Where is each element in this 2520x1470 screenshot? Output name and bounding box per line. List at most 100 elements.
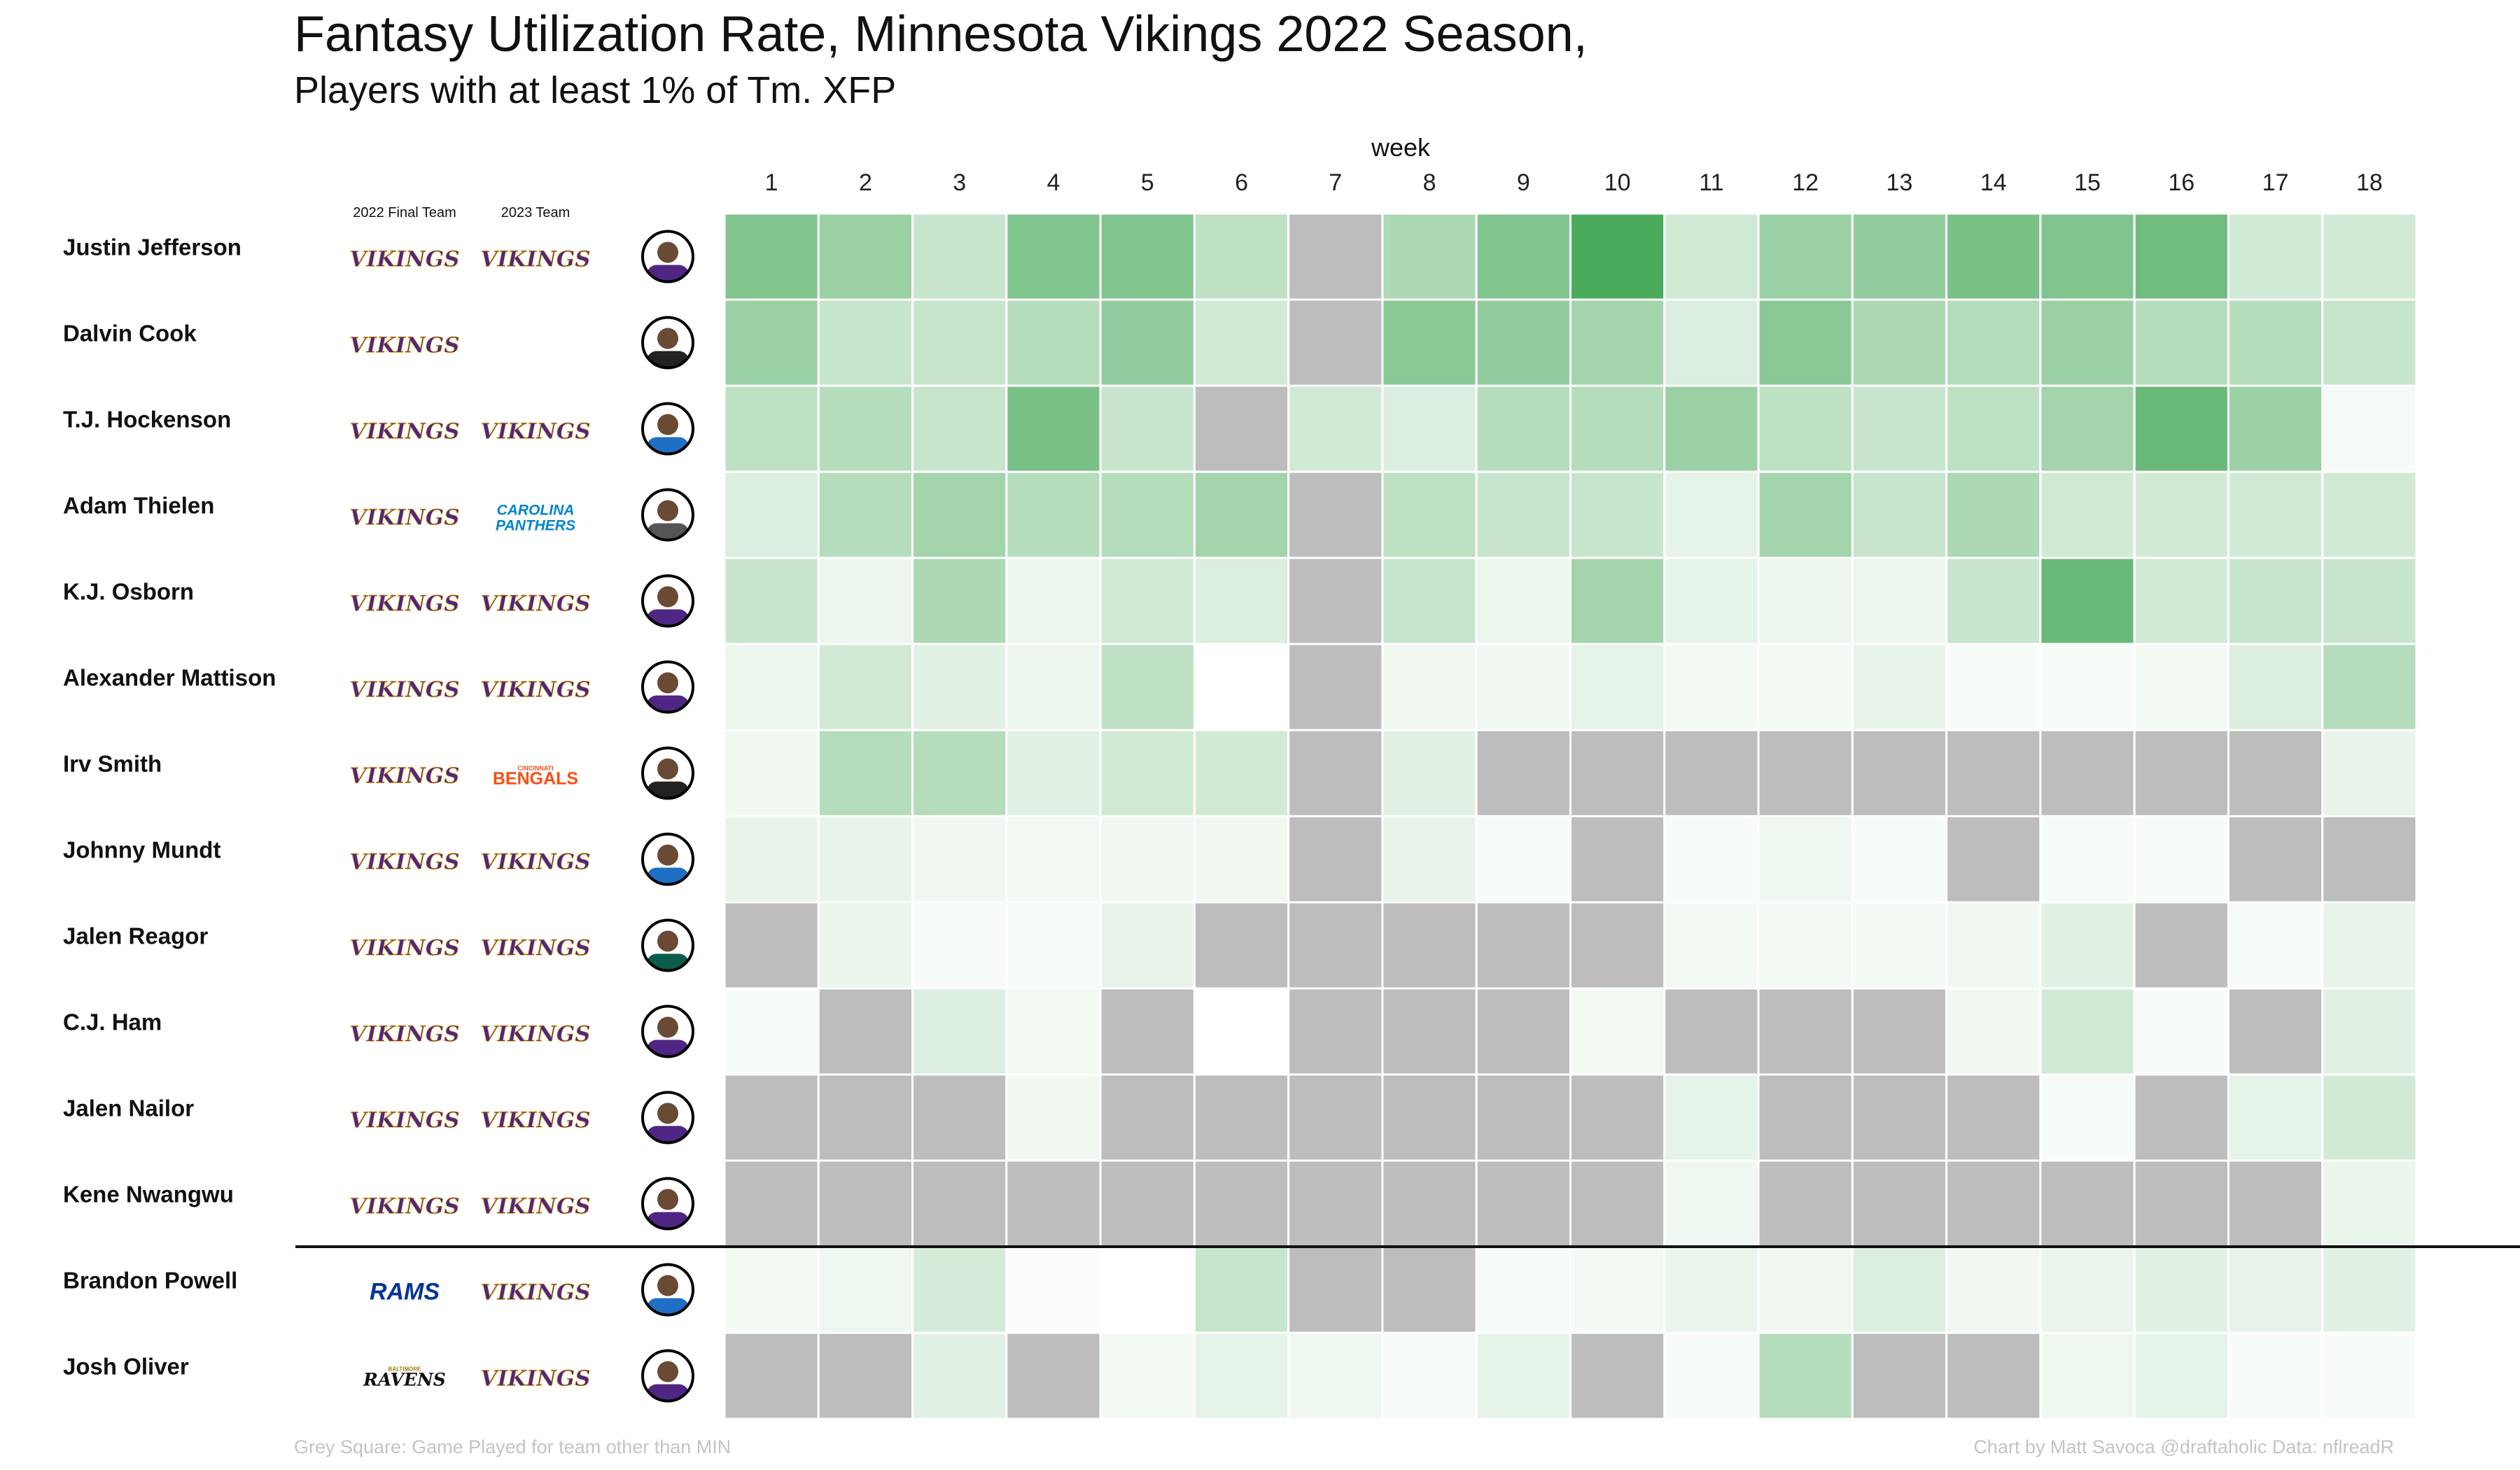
heatmap-cell: [1287, 1245, 1384, 1334]
heatmap-cell: [1287, 643, 1384, 732]
player-headshot: [641, 746, 694, 800]
heatmap-cell: [1381, 298, 1478, 387]
heatmap-cells: [295, 212, 2520, 1420]
heatmap-cell: [1475, 815, 1572, 904]
heatmap-cell: [1381, 1245, 1478, 1334]
heatmap-cell: [1663, 1245, 1760, 1334]
heatmap-cell: [1757, 1331, 1854, 1420]
ravens-logo: BALTIMORE: [388, 1366, 422, 1373]
heatmap-cell: [1193, 212, 1290, 301]
heatmap-cell: [723, 1331, 820, 1420]
heatmap-cell: [1381, 1331, 1478, 1420]
heatmap-cell: [723, 643, 820, 732]
heatmap-cell: [1569, 815, 1666, 904]
heatmap-cell: [1005, 987, 1102, 1076]
player-row: Jalen Reagor VIKINGS VIKINGS: [63, 918, 694, 972]
heatmap-cell: [2133, 556, 2230, 645]
player-headshot: [641, 230, 694, 284]
heatmap-cell: [1193, 729, 1290, 818]
vikings-logo: VIKINGS: [349, 764, 459, 789]
heatmap-cell: [1099, 643, 1196, 732]
heatmap-cell: [1851, 384, 1948, 473]
heatmap-cell: [1663, 470, 1760, 559]
heatmap-cell: [1099, 212, 1196, 301]
week-tick-label: 16: [2168, 169, 2194, 196]
heatmap-cell: [1663, 384, 1760, 473]
team-logo: VIKINGS: [480, 591, 591, 617]
player-name: Jalen Nailor: [63, 1096, 194, 1121]
heatmap-cell: [2321, 729, 2418, 818]
heatmap-cell: [2227, 729, 2324, 818]
heatmap-cell: [911, 1159, 1008, 1248]
team-logo: VIKINGS: [349, 849, 460, 875]
week-tick-label: 6: [1235, 169, 1248, 196]
heatmap-cell: [1945, 729, 2042, 818]
heatmap-cell: [2227, 470, 2324, 559]
heatmap-cell: [1945, 384, 2042, 473]
player-headshot: [641, 1263, 694, 1317]
week-tick-label: 11: [1699, 169, 1723, 196]
player-headshot: [641, 1177, 694, 1231]
heatmap-cell: [2321, 1159, 2418, 1248]
heatmap-cell: [1099, 815, 1196, 904]
heatmap-cell: [1475, 987, 1572, 1076]
heatmap-cell: [1099, 729, 1196, 818]
heatmap-cell: [2039, 815, 2136, 904]
vikings-logo: VIKINGS: [349, 247, 459, 272]
heatmap-cell: [1851, 643, 1948, 732]
team-logo: VIKINGS: [349, 1107, 460, 1133]
heatmap-cell: [1663, 1159, 1760, 1248]
player-row: Johnny Mundt VIKINGS VIKINGS: [63, 832, 694, 886]
player-row: Dalvin Cook VIKINGS: [63, 316, 694, 370]
heatmap-cell: [2133, 384, 2230, 473]
player-headshot: [641, 574, 694, 628]
heatmap-cell: [2039, 212, 2136, 301]
player-row: Alexander Mattison VIKINGS VIKINGS: [63, 660, 694, 714]
face-icon: [657, 844, 678, 866]
week-tick-label: 10: [1604, 169, 1631, 196]
team-logo: VIKINGS: [480, 935, 591, 961]
heatmap-cell: [2133, 643, 2230, 732]
heatmap-cell: [1193, 987, 1290, 1076]
heatmap-cell: [1287, 729, 1384, 818]
heatmap-cell: [1099, 1159, 1196, 1248]
heatmap-cell: [911, 1245, 1008, 1334]
player-headshot: [641, 1091, 694, 1144]
vikings-logo: VIKINGS: [349, 1022, 459, 1047]
heatmap-cell: [1851, 987, 1948, 1076]
heatmap-cell: [1569, 729, 1666, 818]
heatmap-cell: [1569, 1331, 1666, 1420]
face-icon: [657, 1361, 678, 1382]
heatmap-cell: [1475, 901, 1572, 990]
heatmap-cell: [817, 987, 914, 1076]
heatmap-cell: [1475, 298, 1572, 387]
team-logo: VIKINGS: [349, 246, 460, 272]
heatmap-cell: [1287, 384, 1384, 473]
heatmap-cell: [2321, 1073, 2418, 1162]
heatmap-cell: [1381, 901, 1478, 990]
heatmap-cell: [1757, 1159, 1854, 1248]
heatmap-cell: [723, 212, 820, 301]
heatmap-cell: [1757, 384, 1854, 473]
player-row: Brandon Powell RAMS VIKINGS: [63, 1263, 694, 1317]
heatmap-cell: [1381, 643, 1478, 732]
heatmap-cell: [1005, 1331, 1102, 1420]
player-name: Adam Thielen: [63, 493, 214, 519]
heatmap-cell: [911, 987, 1008, 1076]
heatmap-cell: [1005, 556, 1102, 645]
heatmap-cell: [911, 298, 1008, 387]
vikings-logo: VIKINGS: [480, 1194, 590, 1219]
heatmap-cell: [1005, 470, 1102, 559]
ravens-logo-text: RAVENS: [363, 1370, 446, 1390]
heatmap-cell: [1475, 1331, 1572, 1420]
heatmap-cell: [2133, 1331, 2230, 1420]
heatmap-cell: [1945, 643, 2042, 732]
heatmap-cell: [1005, 901, 1102, 990]
week-tick-label: 1: [765, 169, 778, 196]
heatmap-cell: [817, 815, 914, 904]
player-name: T.J. Hockenson: [63, 407, 231, 433]
heatmap-cell: [1193, 901, 1290, 990]
heatmap-cell: [1287, 1159, 1384, 1248]
